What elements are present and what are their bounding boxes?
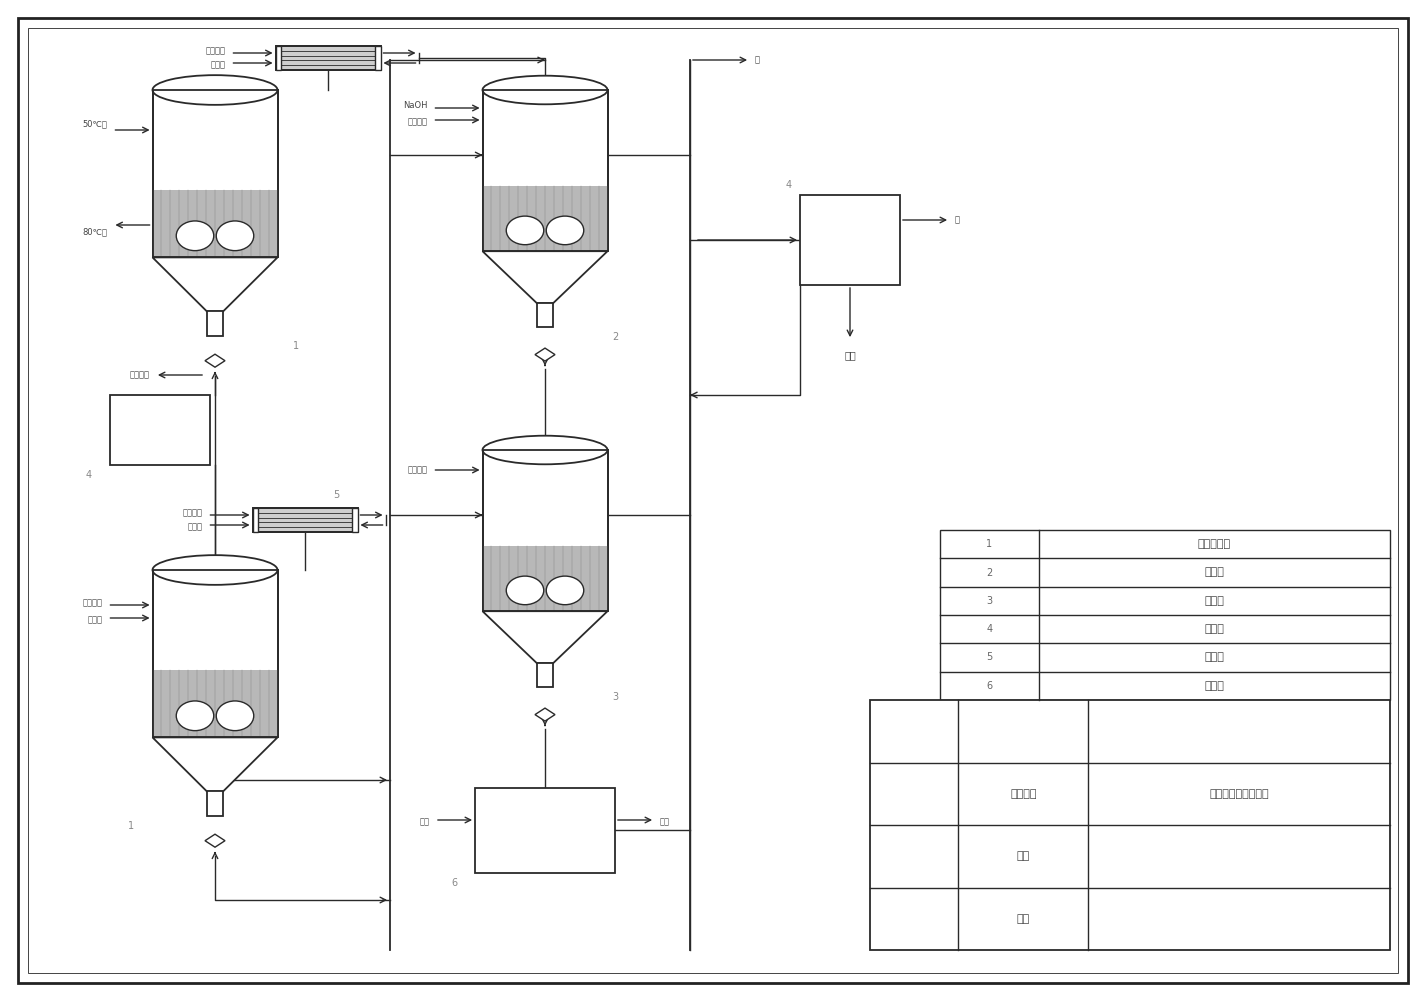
Ellipse shape bbox=[506, 216, 543, 244]
Text: 冷凝器: 冷凝器 bbox=[1205, 653, 1225, 663]
Bar bbox=[482, 90, 607, 251]
Bar bbox=[207, 311, 222, 335]
Bar bbox=[352, 508, 358, 532]
Text: 1: 1 bbox=[987, 540, 992, 550]
Polygon shape bbox=[153, 738, 278, 792]
Text: 二氯甲烷: 二氯甲烷 bbox=[408, 117, 428, 126]
Ellipse shape bbox=[153, 75, 278, 105]
Bar bbox=[275, 46, 381, 70]
Text: 3: 3 bbox=[987, 596, 992, 606]
Text: 1: 1 bbox=[292, 340, 298, 350]
Text: 酒石酸: 酒石酸 bbox=[187, 523, 202, 532]
Text: 5: 5 bbox=[987, 653, 992, 663]
Text: 80℃水: 80℃水 bbox=[83, 227, 107, 236]
Text: 设计项目: 设计项目 bbox=[1010, 789, 1037, 799]
Text: 4: 4 bbox=[987, 625, 992, 635]
Polygon shape bbox=[482, 251, 607, 303]
Polygon shape bbox=[153, 257, 278, 311]
Bar bbox=[482, 450, 607, 612]
Ellipse shape bbox=[177, 221, 214, 250]
Text: 6: 6 bbox=[987, 681, 992, 691]
Text: 二氧六环: 二氧六环 bbox=[205, 46, 225, 55]
Text: 浓缩釜: 浓缩釜 bbox=[1205, 596, 1225, 606]
Bar bbox=[153, 90, 278, 257]
Ellipse shape bbox=[177, 701, 214, 731]
Text: 混合反应釜: 混合反应釜 bbox=[1198, 540, 1231, 550]
Bar bbox=[110, 395, 210, 465]
Ellipse shape bbox=[482, 435, 607, 464]
Text: 酒石酸: 酒石酸 bbox=[87, 616, 103, 625]
Text: 二氧六环: 二氧六环 bbox=[130, 370, 150, 379]
Bar bbox=[482, 186, 607, 251]
Bar bbox=[252, 508, 358, 532]
Bar bbox=[482, 90, 607, 251]
Bar bbox=[153, 670, 278, 738]
Bar bbox=[475, 788, 615, 873]
Text: 萄取罐: 萄取罐 bbox=[1205, 568, 1225, 578]
Bar bbox=[800, 195, 900, 285]
Text: 水: 水 bbox=[754, 55, 760, 64]
Text: 异丙胺: 异丙胺 bbox=[211, 60, 225, 69]
Text: 余液: 余液 bbox=[421, 818, 431, 827]
Text: 余液: 余液 bbox=[660, 818, 670, 827]
Text: 乙酸乙酯: 乙酸乙酯 bbox=[183, 509, 202, 518]
Text: 4: 4 bbox=[86, 470, 93, 480]
Ellipse shape bbox=[217, 701, 254, 731]
Bar bbox=[207, 792, 222, 816]
Text: 2: 2 bbox=[987, 568, 992, 578]
Bar bbox=[536, 303, 553, 326]
Text: 5: 5 bbox=[334, 490, 339, 500]
Text: 咀咀洛尔的工艺设计: 咀咀洛尔的工艺设计 bbox=[1209, 789, 1269, 799]
Bar bbox=[482, 547, 607, 612]
Text: 4: 4 bbox=[786, 180, 791, 190]
Text: 6: 6 bbox=[451, 878, 456, 888]
Ellipse shape bbox=[217, 221, 254, 250]
Text: 乙酸乙酯: 乙酸乙酯 bbox=[83, 599, 103, 608]
Bar bbox=[153, 90, 278, 257]
Text: 2: 2 bbox=[613, 331, 619, 341]
Polygon shape bbox=[535, 348, 555, 361]
Text: 1: 1 bbox=[128, 821, 134, 831]
Text: 结晶槽: 结晶槽 bbox=[1205, 681, 1225, 691]
Text: 水: 水 bbox=[955, 215, 960, 224]
Bar bbox=[252, 508, 358, 532]
Bar bbox=[153, 570, 278, 738]
Polygon shape bbox=[205, 354, 225, 367]
Polygon shape bbox=[205, 834, 225, 847]
Text: 姓名: 姓名 bbox=[1017, 914, 1030, 924]
Bar bbox=[482, 450, 607, 612]
Ellipse shape bbox=[546, 216, 583, 244]
Text: 二氯甲烷: 二氯甲烷 bbox=[408, 465, 428, 474]
Bar bbox=[870, 700, 1390, 950]
Ellipse shape bbox=[482, 76, 607, 104]
Bar bbox=[275, 46, 381, 70]
Ellipse shape bbox=[153, 556, 278, 585]
Ellipse shape bbox=[546, 577, 583, 605]
Bar bbox=[252, 508, 258, 532]
Text: 产品: 产品 bbox=[844, 350, 856, 360]
Text: 学号: 学号 bbox=[1017, 851, 1030, 861]
Bar bbox=[940, 530, 1390, 700]
Polygon shape bbox=[535, 708, 555, 721]
Bar bbox=[275, 46, 281, 70]
Text: 蕉发槽: 蕉发槽 bbox=[1205, 625, 1225, 635]
Bar bbox=[153, 570, 278, 738]
Ellipse shape bbox=[506, 577, 543, 605]
Text: 3: 3 bbox=[613, 692, 619, 702]
Text: NaOH: NaOH bbox=[404, 101, 428, 110]
Bar bbox=[375, 46, 381, 70]
Bar bbox=[536, 664, 553, 687]
Bar bbox=[153, 190, 278, 257]
Polygon shape bbox=[482, 612, 607, 664]
Text: 50℃水: 50℃水 bbox=[83, 119, 107, 128]
